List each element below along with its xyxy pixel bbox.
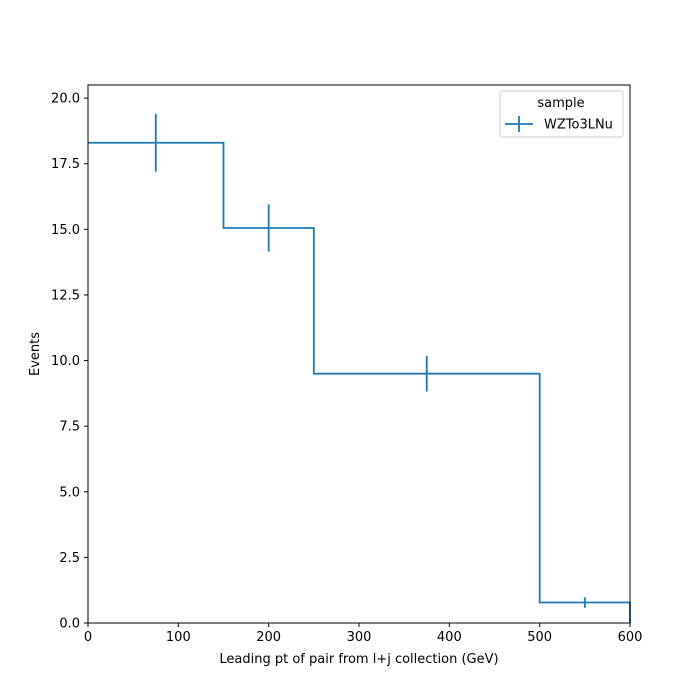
x-axis-label: Leading pt of pair from l+j collection (… [219, 652, 498, 667]
axes-frame [87, 84, 631, 624]
legend-entry-label: WZTo3LNu [544, 118, 613, 133]
y-axis: 0.0 2.5 5.0 7.5 10.0 12.5 15.0 17.5 20.0 [51, 92, 88, 632]
y-tick-label: 17.5 [51, 157, 80, 172]
x-tick-label: 600 [618, 630, 643, 645]
y-tick-label: 15.0 [51, 223, 80, 238]
x-tick-label: 500 [527, 630, 552, 645]
legend-title: sample [537, 96, 584, 111]
plot-layer [88, 113, 631, 623]
histogram-step-line [88, 141, 631, 623]
x-tick-label: 400 [437, 630, 462, 645]
legend: sample WZTo3LNu [499, 90, 624, 138]
y-tick-label: 7.5 [59, 420, 80, 435]
y-tick-label: 10.0 [51, 354, 80, 369]
legend-entries: WZTo3LNu [505, 116, 613, 133]
y-tick-label: 5.0 [59, 485, 80, 500]
y-tick-label: 12.5 [51, 288, 80, 303]
x-tick-label: 200 [256, 630, 281, 645]
x-tick-label: 100 [166, 630, 191, 645]
x-axis: 0 100 200 300 400 500 600 [84, 623, 643, 645]
y-tick-label: 0.0 [59, 617, 80, 632]
x-tick-label: 300 [347, 630, 372, 645]
legend-box [499, 90, 624, 138]
y-axis-label: Events [28, 332, 43, 376]
x-tick-label: 0 [84, 630, 92, 645]
y-tick-label: 20.0 [51, 92, 80, 107]
y-tick-label: 2.5 [59, 551, 80, 566]
